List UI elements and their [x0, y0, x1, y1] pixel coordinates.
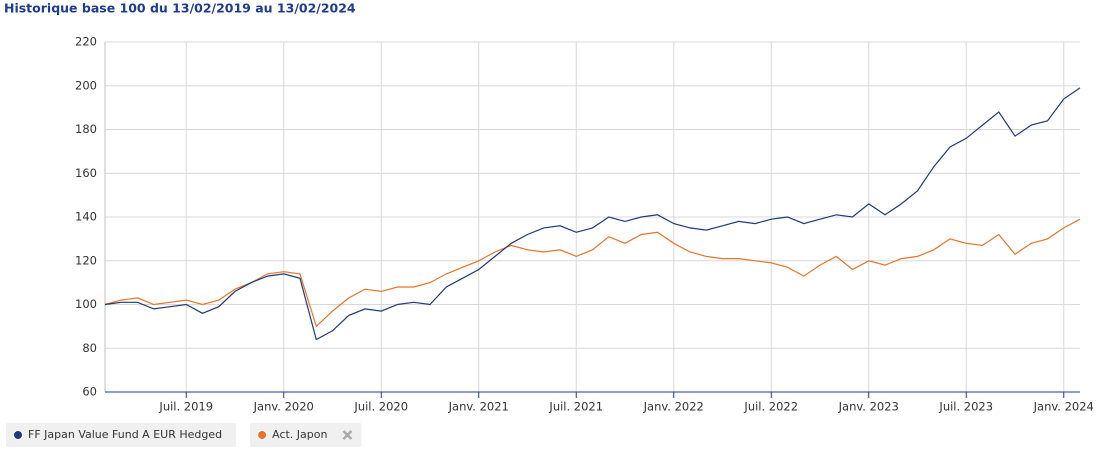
x-tick-label: Janv. 2023	[838, 400, 899, 414]
y-tick-label: 180	[75, 122, 97, 136]
x-tick-label: Janv. 2022	[643, 400, 704, 414]
legend-swatch	[13, 430, 23, 440]
x-tick-label: Janv. 2020	[253, 400, 314, 414]
series-line	[104, 87, 1081, 341]
y-tick-label: 200	[75, 78, 97, 92]
legend-item	[6, 423, 237, 447]
x-tick-label: Janv. 2024	[1033, 400, 1094, 414]
legend-swatch	[257, 430, 268, 440]
y-tick-label: 100	[75, 297, 97, 311]
y-tick-label: 160	[75, 166, 97, 180]
x-tick-label: Juil. 2023	[938, 400, 993, 414]
x-tick-label: Juil. 2021	[548, 400, 603, 414]
x-tick-label: Juil. 2020	[353, 400, 408, 414]
y-tick-label: 140	[75, 210, 97, 224]
y-tick-label: 60	[82, 385, 97, 399]
x-tick-label: Janv. 2021	[448, 400, 509, 414]
legend-label: FF Japan Value Fund A EUR Hedged	[28, 428, 222, 441]
y-tick-label: 220	[75, 35, 97, 49]
chart-title: Historique base 100 du 13/02/2019 au 13/…	[4, 1, 356, 16]
x-tick-label: Juil. 2019	[158, 400, 213, 414]
x-tick-label: Juil. 2022	[743, 400, 798, 414]
legend-label: Act. Japon	[272, 428, 327, 441]
y-tick-label: 80	[82, 341, 97, 355]
legend-item	[250, 423, 362, 447]
remove-icon[interactable]	[342, 430, 353, 440]
legend: FF Japan Value Fund A EUR Hedged Act. Jap…	[6, 423, 362, 447]
y-tick-label: 120	[75, 253, 97, 267]
series-line	[104, 218, 1081, 328]
